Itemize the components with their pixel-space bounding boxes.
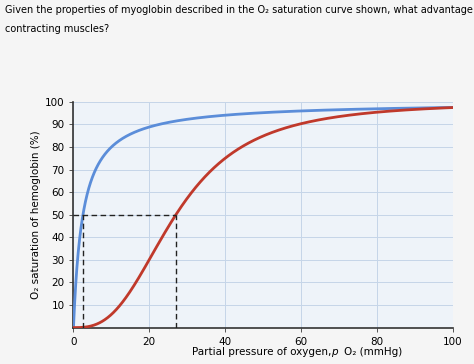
Text: Given the properties of myoglobin described in the O₂ saturation curve shown, wh: Given the properties of myoglobin descri… bbox=[5, 5, 474, 15]
Y-axis label: O₂ saturation of hemoglobin (%): O₂ saturation of hemoglobin (%) bbox=[31, 130, 41, 299]
Text: O₂ (mmHg): O₂ (mmHg) bbox=[344, 347, 402, 357]
Text: Partial pressure of oxygen,: Partial pressure of oxygen, bbox=[192, 347, 334, 357]
Text: contracting muscles?: contracting muscles? bbox=[5, 24, 109, 33]
Text: p: p bbox=[331, 347, 337, 357]
